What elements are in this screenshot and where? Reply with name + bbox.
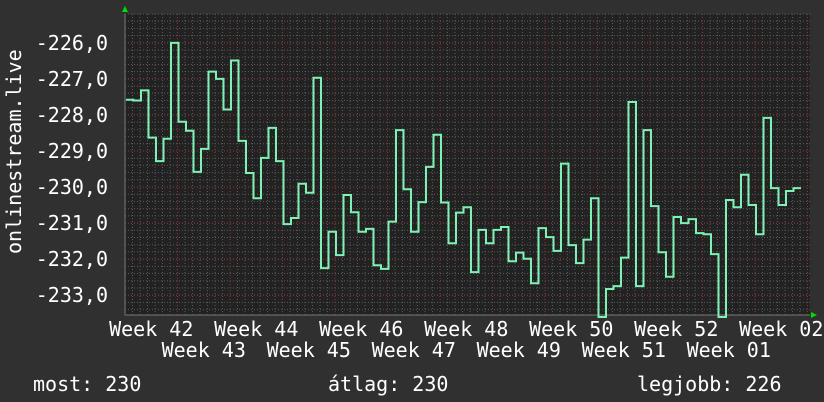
x-tick-label: Week 44 xyxy=(214,317,298,341)
y-axis-arrow-icon xyxy=(122,6,128,12)
y-tick-label: -226,0 xyxy=(36,31,108,55)
y-tick-label: -233,0 xyxy=(36,283,108,307)
y-tick-label: -227,0 xyxy=(36,67,108,91)
x-tick-label: Week 50 xyxy=(529,317,613,341)
y-tick-label: -228,0 xyxy=(36,103,108,127)
x-tick-label: Week 02 xyxy=(739,317,823,341)
x-tick-label: Week 43 xyxy=(162,338,246,362)
x-tick-label: Week 46 xyxy=(319,317,403,341)
legend-average: átlag: 230 xyxy=(328,372,449,396)
x-tick-label: Week 51 xyxy=(582,338,666,362)
x-tick-label: Week 01 xyxy=(687,338,771,362)
y-axis-label: onlinestream.live xyxy=(2,49,26,254)
legend-max: legjobb: 226 xyxy=(637,372,782,396)
x-tick-label: Week 48 xyxy=(424,317,508,341)
x-tick-label: Week 52 xyxy=(634,317,718,341)
x-tick-label: Week 49 xyxy=(477,338,561,362)
x-axis-arrow-icon xyxy=(811,312,817,318)
x-tick-label: Week 47 xyxy=(372,338,456,362)
x-tick-label: Week 42 xyxy=(109,317,193,341)
y-tick-label: -231,0 xyxy=(36,211,108,235)
legend-current: most: 230 xyxy=(33,372,142,396)
y-tick-label: -230,0 xyxy=(36,175,108,199)
data-series-line xyxy=(126,41,801,318)
y-tick-label: -232,0 xyxy=(36,247,108,271)
y-tick-label: -229,0 xyxy=(36,139,108,163)
plot-area xyxy=(125,14,810,315)
x-tick-label: Week 45 xyxy=(267,338,351,362)
